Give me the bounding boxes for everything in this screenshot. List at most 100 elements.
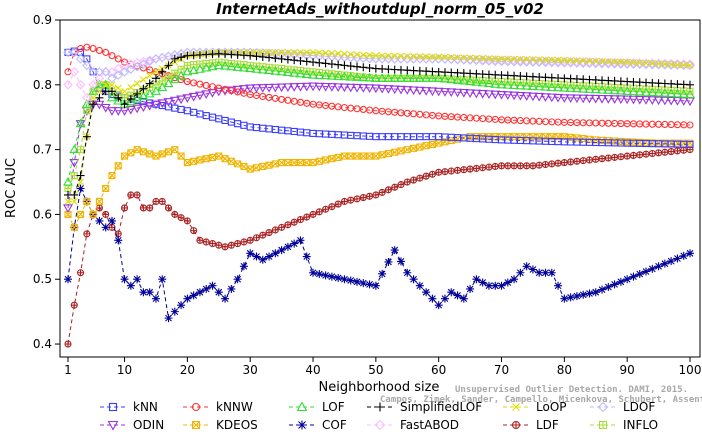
data-point: [340, 275, 349, 284]
data-point: [183, 159, 191, 167]
data-point: [634, 86, 645, 96]
data-point: [289, 68, 300, 77]
data-point: [114, 162, 122, 170]
data-point: [284, 221, 292, 229]
data-point: [238, 85, 249, 94]
data-point: [565, 83, 576, 92]
data-point: [585, 156, 594, 164]
data-point: [472, 275, 481, 284]
data-point: [89, 94, 97, 102]
chart-title: InternetAds_withoutdupl_norm_05_v02: [216, 0, 544, 18]
data-point: [252, 252, 261, 261]
data-point: [114, 84, 122, 92]
data-point: [370, 73, 381, 82]
data-point: [434, 301, 443, 310]
data-point: [139, 84, 148, 93]
data-point: [265, 53, 274, 62]
data-point: [465, 55, 475, 65]
data-point: [378, 188, 386, 196]
data-point: [113, 70, 124, 80]
data-point: [653, 96, 664, 106]
data-point: [610, 280, 619, 289]
data-point: [315, 58, 324, 67]
data-point: [232, 62, 243, 71]
data-point: [573, 157, 581, 165]
data-point: [579, 290, 588, 299]
data-point: [529, 56, 537, 63]
data-point: [271, 54, 280, 63]
data-point: [101, 223, 110, 232]
data-point: [164, 61, 173, 70]
data-point: [94, 73, 105, 84]
data-point: [259, 231, 267, 239]
data-point: [227, 284, 236, 293]
data-point: [609, 95, 620, 104]
data-point: [584, 57, 595, 67]
data-point: [240, 238, 248, 246]
data-point: [617, 153, 625, 161]
data-point: [440, 294, 449, 303]
data-point: [233, 275, 242, 284]
data-point: [453, 166, 462, 174]
data-point: [622, 86, 633, 95]
data-point: [641, 87, 651, 96]
data-point: [429, 53, 436, 61]
data-point: [290, 56, 299, 65]
data-point: [502, 80, 513, 89]
data-point: [214, 288, 223, 297]
data-point: [359, 279, 368, 288]
data-point: [509, 56, 519, 67]
data-point: [659, 96, 670, 106]
data-point: [560, 56, 568, 64]
data-point: [521, 92, 532, 101]
data-point: [647, 96, 658, 105]
data-point: [202, 238, 210, 246]
data-point: [396, 85, 406, 95]
data-point: [560, 159, 568, 167]
data-point: [422, 288, 431, 297]
data-point: [315, 49, 323, 57]
data-point: [107, 107, 117, 116]
data-point: [548, 56, 556, 64]
data-point: [295, 82, 306, 92]
data-point: [107, 216, 116, 225]
data-point: [76, 171, 85, 180]
data-point: [598, 57, 606, 65]
data-point: [95, 204, 103, 212]
data-point: [634, 58, 645, 68]
data-point: [353, 51, 361, 59]
data-point: [239, 262, 248, 271]
data-point: [617, 58, 625, 66]
data-point: [579, 57, 587, 65]
data-point: [396, 73, 406, 82]
data-point: [686, 249, 694, 258]
data-point: [435, 168, 443, 176]
data-point: [202, 284, 211, 293]
data-point: [673, 147, 681, 155]
data-point: [352, 72, 362, 81]
data-point: [490, 90, 501, 100]
data-point: [95, 197, 103, 206]
data-point: [190, 227, 198, 235]
data-point: [559, 82, 570, 92]
data-point: [496, 90, 507, 100]
legend-label: LOF: [322, 400, 345, 414]
legend-item-simplifiedlof: SimplifiedLOF: [367, 400, 482, 414]
data-point: [590, 94, 601, 104]
legend-label: SimplifiedLOF: [400, 400, 482, 414]
data-point: [95, 216, 104, 225]
data-point: [452, 75, 463, 84]
y-tick-label: 0.6: [33, 207, 52, 221]
data-point: [629, 272, 638, 281]
data-point: [314, 82, 325, 92]
data-point: [655, 60, 662, 68]
data-point: [120, 58, 129, 66]
data-point: [126, 95, 135, 104]
data-point: [377, 84, 388, 94]
data-point: [76, 184, 85, 193]
y-tick-label: 0.7: [33, 143, 52, 157]
data-point: [389, 54, 400, 64]
legend-item-knnw: kNNW: [183, 400, 253, 414]
series-lof: [63, 60, 695, 186]
